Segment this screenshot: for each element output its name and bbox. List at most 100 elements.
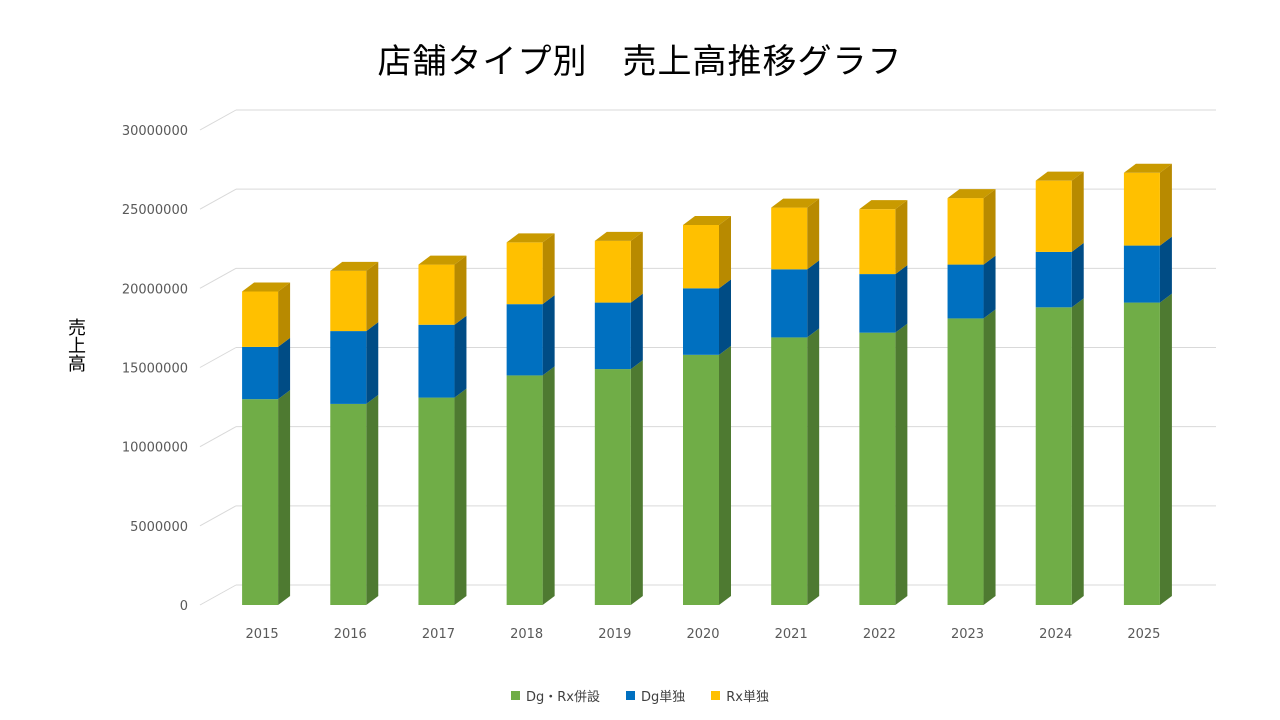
x-tick-label: 2016	[334, 627, 367, 642]
bar-top	[771, 198, 820, 208]
bar-side	[983, 255, 996, 319]
bar-side	[366, 322, 379, 404]
gridline-diagonal	[199, 505, 237, 527]
bar-segment	[506, 304, 543, 376]
bar-segment	[947, 198, 984, 265]
y-tick-label: 5000000	[130, 520, 188, 535]
bar-side	[630, 231, 643, 303]
chart-title: 店舗タイプ別 売上高推移グラフ	[377, 42, 903, 82]
bar-side	[278, 337, 291, 400]
legend-item: Dg・Rx併設	[511, 686, 600, 705]
gridline-diagonal	[199, 267, 237, 289]
legend-label: Rx単独	[726, 690, 769, 705]
x-tick-label: 2020	[686, 627, 719, 642]
bar-segment	[330, 270, 367, 332]
y-tick-label: 25000000	[122, 203, 188, 218]
bar-top	[594, 231, 643, 241]
legend-swatch	[511, 691, 520, 700]
bar-side	[542, 295, 555, 376]
bar-segment	[594, 240, 631, 303]
bar-segment	[418, 324, 455, 398]
bar-top	[859, 200, 908, 210]
bar-segment	[1035, 180, 1072, 252]
y-tick-label: 30000000	[122, 124, 188, 139]
bar-side	[983, 189, 996, 265]
gridline-diagonal	[199, 109, 237, 131]
bar-segment	[771, 269, 808, 338]
bar-side	[630, 293, 643, 370]
bar-segment	[947, 318, 984, 605]
bar-segment	[859, 332, 896, 605]
bar-side	[895, 200, 908, 275]
gridline-diagonal	[199, 584, 237, 606]
bar-side	[719, 279, 731, 355]
bar-side	[542, 233, 555, 305]
bar-side	[719, 216, 731, 289]
bar-top	[506, 233, 555, 243]
bar-side	[895, 323, 908, 605]
x-tick-label: 2015	[246, 627, 279, 642]
x-tick-label: 2025	[1127, 627, 1160, 642]
y-axis-title: 売上高	[65, 318, 86, 372]
gridline-diagonal	[199, 426, 237, 448]
bar-segment	[859, 209, 896, 275]
bar-segment	[1035, 307, 1072, 605]
bar-side	[542, 366, 555, 605]
bar-segment	[1123, 245, 1160, 303]
legend-label: Dg単独	[641, 690, 686, 705]
bar-side	[1071, 171, 1084, 252]
bar-side	[807, 198, 820, 270]
x-tick-label: 2019	[598, 627, 631, 642]
bar-segment	[683, 354, 719, 605]
bar-side	[278, 282, 291, 347]
bar-side	[1071, 242, 1084, 308]
bar-top	[1123, 163, 1172, 173]
bar-side	[454, 315, 467, 398]
bar-segment	[242, 291, 279, 347]
y-tick-label: 15000000	[122, 362, 188, 377]
legend-swatch	[711, 691, 721, 700]
bar-top	[418, 255, 467, 265]
bar-side	[1159, 236, 1172, 303]
bar-segment	[330, 331, 367, 404]
x-tick-label: 2022	[863, 627, 896, 642]
bar-segment	[1035, 251, 1072, 308]
bar-segment	[594, 302, 631, 370]
bar-side	[630, 360, 643, 605]
bar-segment	[594, 369, 631, 605]
legend-label: Dg・Rx併設	[526, 690, 600, 705]
bar-side	[719, 345, 731, 605]
bar-segment	[1123, 302, 1160, 605]
bar-segment	[771, 337, 808, 605]
x-tick-label: 2018	[510, 627, 543, 642]
legend-item: Dg単独	[626, 686, 685, 705]
legend-item: Rx単独	[711, 686, 769, 705]
x-tick-label: 2021	[775, 627, 808, 642]
legend-swatch	[626, 691, 635, 700]
bar-top	[947, 189, 996, 199]
bar-segment	[242, 346, 279, 400]
bar-side	[983, 309, 996, 605]
bar-segment	[506, 375, 543, 605]
y-tick-label: 20000000	[122, 282, 188, 297]
legend: Dg・Rx併設 Dg単独 Rx単独	[0, 686, 1280, 705]
bar-top	[330, 261, 379, 271]
bar-side	[454, 255, 467, 325]
gridline-diagonal	[199, 188, 237, 210]
x-tick-label: 2024	[1039, 627, 1072, 642]
bar-side	[366, 394, 379, 605]
bar-top	[242, 282, 291, 292]
bar-segment	[330, 403, 367, 605]
bar-segment	[683, 225, 719, 289]
gridline-diagonal	[199, 347, 237, 368]
bar-side	[807, 328, 820, 605]
bar-segment	[418, 264, 455, 325]
bar-segment	[859, 274, 896, 333]
y-tick-label: 10000000	[122, 441, 188, 456]
y-tick-label: 0	[180, 599, 188, 614]
bar-segment	[418, 397, 455, 605]
bar-segment	[506, 242, 543, 305]
bar-top	[1035, 171, 1084, 181]
